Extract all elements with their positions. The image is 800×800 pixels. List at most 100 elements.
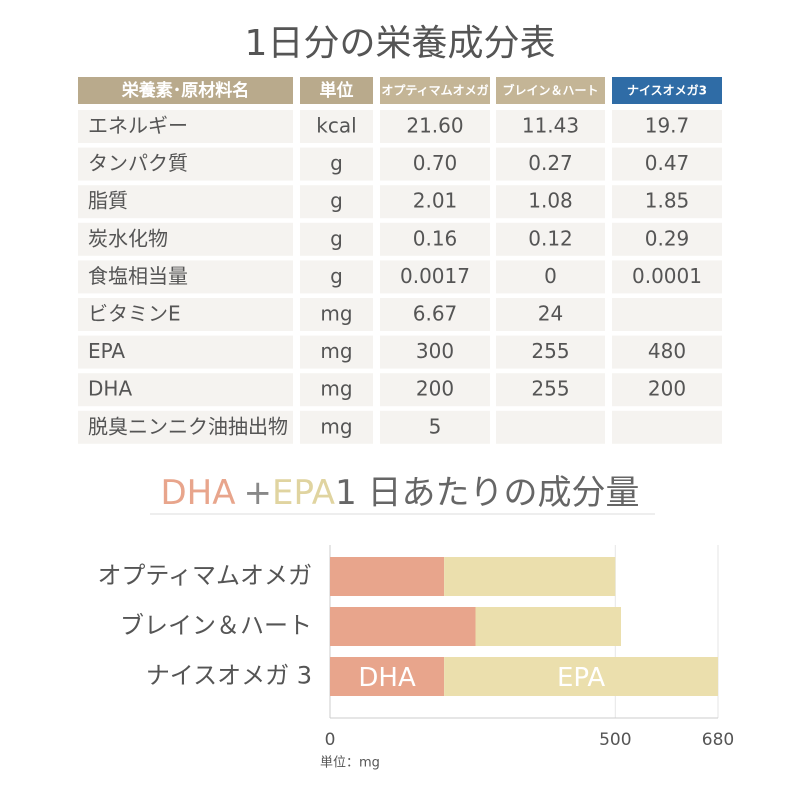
cell — [612, 410, 722, 444]
page-title: 1日分の栄養成分表 — [245, 23, 556, 64]
cell — [496, 373, 605, 407]
cell-text: 480 — [648, 339, 686, 363]
cell-text: 0.16 — [413, 226, 458, 250]
cell-text: 0.70 — [413, 151, 458, 175]
cell — [78, 147, 293, 181]
cell — [612, 185, 722, 219]
bar-segment — [444, 657, 718, 696]
x-tick-label: 680 — [702, 730, 734, 750]
cell — [300, 185, 373, 219]
title-part: DHA — [160, 473, 235, 513]
cell-text: g — [330, 151, 343, 175]
cell — [380, 298, 490, 331]
cell — [78, 410, 293, 444]
cell — [78, 373, 293, 407]
cell-text: mg — [320, 302, 352, 326]
cell — [496, 185, 605, 219]
cell-text: mg — [320, 339, 352, 363]
cell — [78, 185, 293, 219]
cell-text: 0.47 — [645, 151, 690, 175]
cell — [78, 298, 293, 331]
cell — [496, 298, 605, 331]
cell — [300, 147, 373, 181]
segment-label: EPA — [557, 663, 605, 693]
cell-text: 1.08 — [528, 189, 573, 213]
table: 栄養素･原材料名 単位 オプティマムオメガ ブレイン＆ハート ナイスオメガ3 エネルギー k… — [78, 77, 722, 444]
cell — [380, 373, 490, 407]
cell-text: 脂質 — [88, 189, 128, 213]
cell-text: 2.01 — [413, 189, 458, 213]
cell-text: kcal — [316, 114, 356, 138]
cell-text: 255 — [531, 377, 569, 401]
cell-text: 0.27 — [528, 151, 573, 175]
cell-text: タンパク質 — [88, 151, 188, 175]
cell — [496, 410, 605, 444]
cell — [612, 298, 722, 331]
cell — [78, 335, 293, 369]
header-cell — [496, 77, 605, 104]
header-cell — [300, 77, 373, 104]
header-text: ブレイン＆ハート — [502, 83, 598, 98]
cell-text: 1.85 — [645, 189, 690, 213]
category-label: ナイスオメガ 3 — [146, 662, 312, 690]
category-label: オプティマムオメガ — [97, 562, 312, 590]
cell-text: 脱臭ニンニク油抽出物 — [88, 414, 288, 438]
cell — [496, 110, 605, 143]
chart-title: DHA +EPA1 日あたりの成分量 — [160, 473, 639, 513]
cell — [496, 335, 605, 369]
cell-text: 0.29 — [645, 226, 690, 250]
bar-segment — [330, 607, 476, 646]
cell — [380, 410, 490, 444]
bar-segment — [475, 607, 621, 646]
cell-text: ビタミンE — [88, 302, 181, 326]
cell-text: EPA — [88, 339, 125, 363]
cell — [78, 222, 293, 256]
cell — [380, 185, 490, 219]
cell — [380, 335, 490, 369]
cell-text: 5 — [429, 414, 442, 438]
bar-segment — [444, 557, 616, 596]
cell-text: DHA — [88, 377, 132, 401]
cell-text: 食塩相当量 — [88, 264, 188, 288]
cell-text: 0.0001 — [632, 264, 702, 288]
cell-text: g — [330, 189, 343, 213]
cell — [300, 298, 373, 331]
cell — [78, 260, 293, 294]
x-tick-label: 0 — [325, 730, 336, 750]
cell — [496, 147, 605, 181]
cell — [78, 110, 293, 143]
segment-label: DHA — [358, 663, 416, 693]
cell — [300, 222, 373, 256]
cell — [380, 110, 490, 143]
cell — [300, 110, 373, 143]
x-tick-label: 500 — [599, 730, 631, 750]
cell-text: エネルギー — [88, 114, 188, 138]
unit-note: 単位：mg — [320, 755, 380, 771]
cell-text: 0.0017 — [400, 264, 470, 288]
cell — [612, 260, 722, 294]
cell-text: 255 — [531, 339, 569, 363]
cell-text: g — [330, 264, 343, 288]
cell-text: 300 — [416, 339, 454, 363]
cell-text: 200 — [648, 377, 686, 401]
cell — [496, 260, 605, 294]
cell-text: 炭水化物 — [88, 226, 168, 250]
cell-text: 0.12 — [528, 226, 573, 250]
cell — [612, 222, 722, 256]
cell — [300, 410, 373, 444]
cell-text: 6.67 — [413, 302, 458, 326]
cell — [380, 147, 490, 181]
cell-text: 0 — [544, 264, 557, 288]
cell — [612, 147, 722, 181]
title-part: EPA — [272, 473, 335, 513]
bar-segment — [330, 557, 445, 596]
header-text: 栄養素･原材料名 — [121, 80, 250, 101]
cell — [612, 335, 722, 369]
title-part: 1 日あたりの成分量 — [335, 473, 639, 513]
cell-text: 21.60 — [406, 114, 463, 138]
cell — [380, 222, 490, 256]
cell-text: 19.7 — [645, 114, 690, 138]
cell-text: g — [330, 226, 343, 250]
cell-text: 24 — [538, 302, 563, 326]
